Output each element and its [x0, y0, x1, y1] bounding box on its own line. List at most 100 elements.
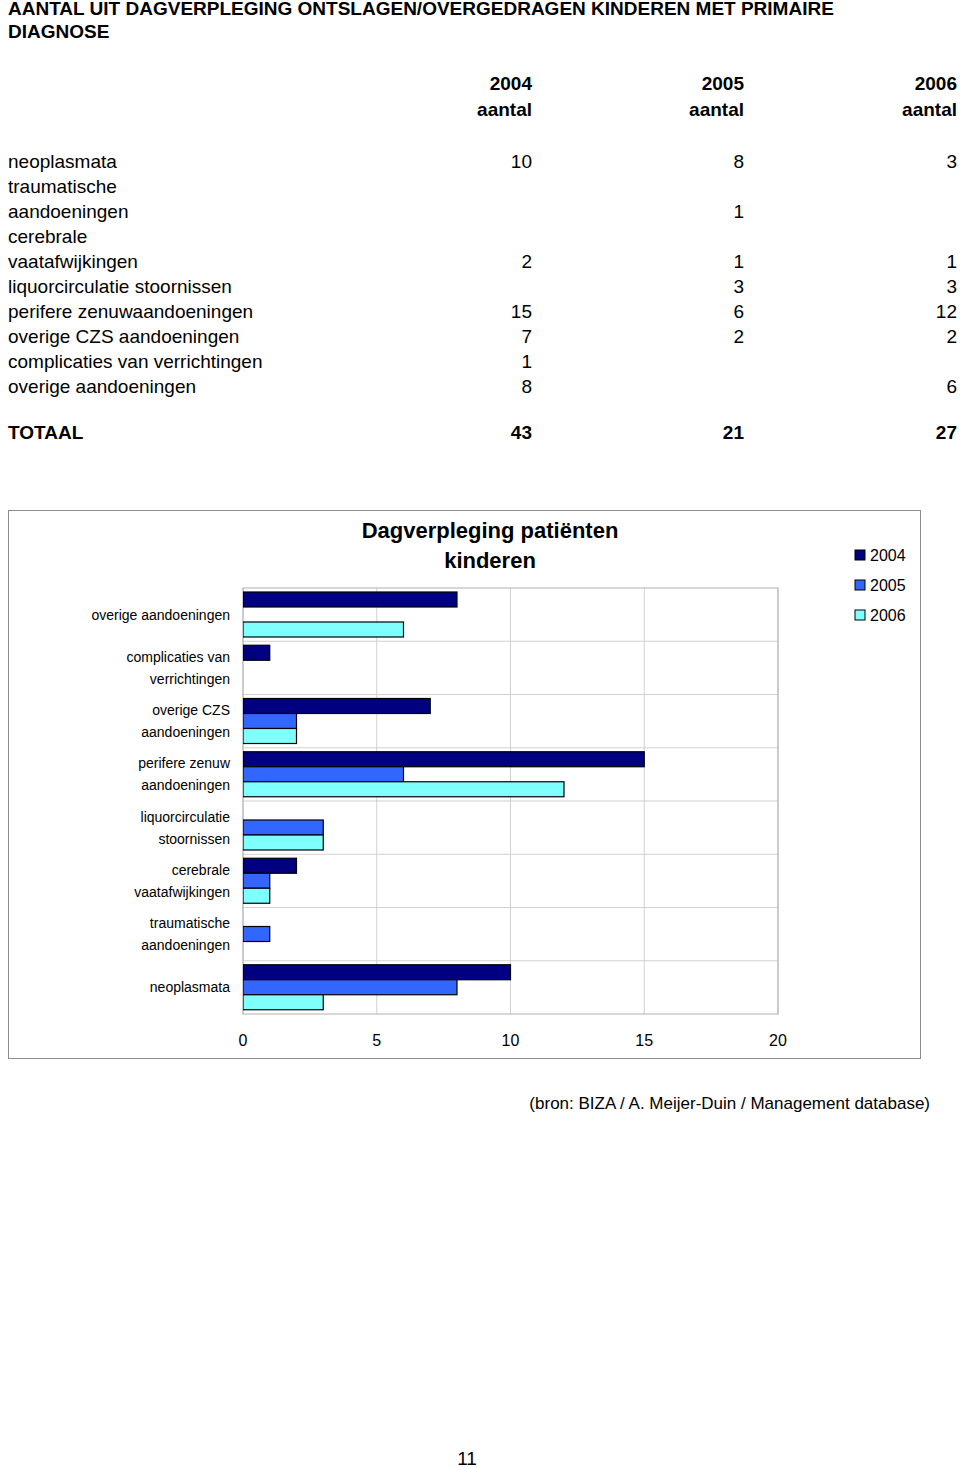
legend: 200420052006 — [855, 547, 906, 624]
row-label: overige aandoeningen — [8, 376, 196, 397]
category-label-line: overige CZS — [152, 702, 230, 718]
category-label-line: vaatafwijkingen — [134, 884, 230, 900]
cell-value: 1 — [946, 251, 957, 272]
row-label: cerebrale — [8, 226, 87, 247]
column-unit: aantal — [902, 99, 957, 120]
category-separator — [243, 641, 778, 642]
row-label: neoplasmata — [8, 151, 117, 172]
category-label-line: verrichtingen — [150, 671, 230, 687]
category-label: traumatische aandoeningen — [141, 915, 230, 953]
cell-value: 6 — [946, 376, 957, 397]
column-year: 2006 — [915, 73, 957, 94]
chart-frame — [9, 511, 921, 1059]
bar — [243, 622, 404, 637]
category-separator — [243, 960, 778, 961]
tick-label: 0 — [239, 1032, 248, 1049]
total-value: 43 — [511, 422, 532, 443]
column-year: 2004 — [490, 73, 533, 94]
source: (bron: BIZA / A. Meijer-Duin / Managemen… — [529, 1094, 930, 1113]
row-label: perifere zenuwaandoeningen — [8, 301, 253, 322]
category-separator — [243, 747, 778, 748]
bar — [243, 995, 323, 1010]
cell-value: 2 — [946, 326, 957, 347]
row-label: aandoeningen — [8, 201, 128, 222]
cell-value: 3 — [946, 151, 957, 172]
title-line: AANTAL UIT DAGVERPLEGING ONTSLAGEN/OVERG… — [8, 0, 834, 19]
legend-swatch — [855, 580, 865, 590]
bar — [243, 714, 297, 729]
category-label-line: aandoeningen — [141, 724, 230, 740]
bar — [243, 592, 457, 607]
category-label-line: stoornissen — [158, 831, 230, 847]
column-unit: aantal — [477, 99, 532, 120]
bar — [243, 858, 297, 873]
category-label: complicaties van verrichtingen — [127, 649, 231, 687]
legend-label: 2004 — [870, 547, 906, 564]
bar — [243, 767, 404, 782]
cell-value: 15 — [511, 301, 532, 322]
category-label: cerebrale vaatafwijkingen — [134, 862, 230, 900]
bar — [243, 980, 457, 995]
cell-value: 6 — [733, 301, 744, 322]
table: 2004aantal2005aantal2006aantalneoplasmat… — [8, 73, 957, 443]
category-label-line: aandoeningen — [141, 777, 230, 793]
bar — [243, 752, 644, 767]
category-label: neoplasmata — [150, 979, 230, 995]
category-label-line: aandoeningen — [141, 937, 230, 953]
category-label-line: neoplasmata — [150, 979, 230, 995]
bar — [243, 835, 323, 850]
category-label: overige aandoeningen — [91, 607, 230, 623]
category-label-line: cerebrale — [172, 862, 231, 878]
cell-value: 8 — [733, 151, 744, 172]
category-separator — [243, 694, 778, 695]
row-label: vaatafwijkingen — [8, 251, 138, 272]
chart-title-line: Dagverpleging patiënten — [362, 518, 619, 543]
chart: Dagverpleging patiëntenkinderen05101520o… — [9, 511, 921, 1059]
grid — [243, 588, 778, 1014]
cell-value: 2 — [733, 326, 744, 347]
bar — [243, 927, 270, 942]
page-number: 11 — [457, 1448, 477, 1468]
category-separator — [243, 907, 778, 908]
category-separator — [243, 854, 778, 855]
cell-value: 10 — [511, 151, 532, 172]
tick-label: 20 — [769, 1032, 787, 1049]
total-value: 21 — [723, 422, 745, 443]
column-year: 2005 — [702, 73, 745, 94]
chart-title: Dagverpleging patiënten kinderen — [362, 518, 619, 573]
page-title: AANTAL UIT DAGVERPLEGING ONTSLAGEN/OVERG… — [8, 0, 834, 42]
category-label: overige CZS aandoeningen — [141, 702, 230, 740]
legend-label: 2005 — [870, 577, 906, 594]
row-label: liquorcirculatie stoornissen — [8, 276, 232, 297]
cell-value: 7 — [521, 326, 532, 347]
category-label-line: perifere zenuw — [138, 755, 231, 771]
row-label: overige CZS aandoeningen — [8, 326, 239, 347]
total-value: 27 — [936, 422, 957, 443]
page: AANTAL UIT DAGVERPLEGING ONTSLAGEN/OVERG… — [0, 0, 960, 1468]
cell-value: 12 — [936, 301, 957, 322]
title-line: DIAGNOSE — [8, 21, 109, 42]
cell-value: 1 — [733, 251, 744, 272]
bar — [243, 729, 297, 744]
bar — [243, 965, 511, 980]
bar — [243, 782, 564, 797]
category-label: liquorcirculatiestoornissen — [141, 809, 231, 847]
row-label: complicaties van verrichtingen — [8, 351, 263, 372]
cell-value: 3 — [946, 276, 957, 297]
plot-frame — [243, 588, 778, 1014]
category-label-line: complicaties van — [127, 649, 231, 665]
bar — [243, 873, 270, 888]
bar — [243, 699, 430, 714]
bar — [243, 645, 270, 660]
tick-label: 5 — [372, 1032, 381, 1049]
category-label-line: traumatische — [150, 915, 230, 931]
chart-title-line: kinderen — [444, 548, 536, 573]
cell-value: 3 — [733, 276, 744, 297]
total-label: TOTAAL — [8, 422, 84, 443]
cell-value: 8 — [521, 376, 532, 397]
legend-swatch — [855, 550, 865, 560]
cell-value: 2 — [521, 251, 532, 272]
category-label: perifere zenuw aandoeningen — [138, 755, 231, 793]
cell-value: 1 — [521, 351, 532, 372]
row-label: traumatische — [8, 176, 117, 197]
